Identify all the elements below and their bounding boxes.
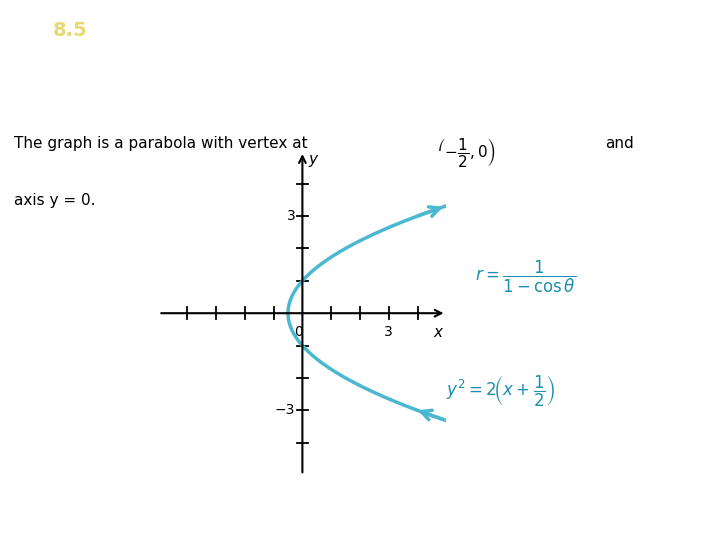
Text: 8.5  Example 8 Converting a Polar Equation to a: 8.5 Example 8 Converting a Polar Equatio…: [96, 21, 624, 40]
Text: (cont.): (cont.): [508, 63, 565, 77]
Text: $\left(-\dfrac{1}{2},0\right)$: $\left(-\dfrac{1}{2},0\right)$: [436, 136, 495, 168]
Text: and: and: [605, 136, 634, 151]
Text: 3: 3: [287, 209, 295, 223]
Text: Copyright © 2013, 2009, 2005 Pearson Education, Inc.: Copyright © 2013, 2009, 2005 Pearson Edu…: [197, 517, 465, 528]
Text: 70: 70: [686, 516, 702, 529]
Text: −3: −3: [275, 403, 295, 417]
Text: The graph is a parabola with vertex at: The graph is a parabola with vertex at: [14, 136, 308, 151]
Text: y: y: [309, 152, 318, 167]
Text: ALWAYS LEARNING: ALWAYS LEARNING: [11, 517, 114, 528]
Text: 3: 3: [384, 325, 393, 339]
Text: 0: 0: [294, 325, 302, 339]
Text: PEARSON: PEARSON: [554, 516, 640, 529]
Text: axis y = 0.: axis y = 0.: [14, 193, 96, 208]
Text: Rectangular Equation: Rectangular Equation: [241, 60, 479, 79]
Text: 8.5: 8.5: [53, 21, 88, 40]
Text: $r = \dfrac{1}{1 - \cos\theta}$: $r = \dfrac{1}{1 - \cos\theta}$: [475, 259, 576, 295]
Text: $y^2 = 2\!\left(x + \dfrac{1}{2}\right)$: $y^2 = 2\!\left(x + \dfrac{1}{2}\right)$: [446, 374, 556, 409]
Text: x: x: [433, 325, 442, 340]
